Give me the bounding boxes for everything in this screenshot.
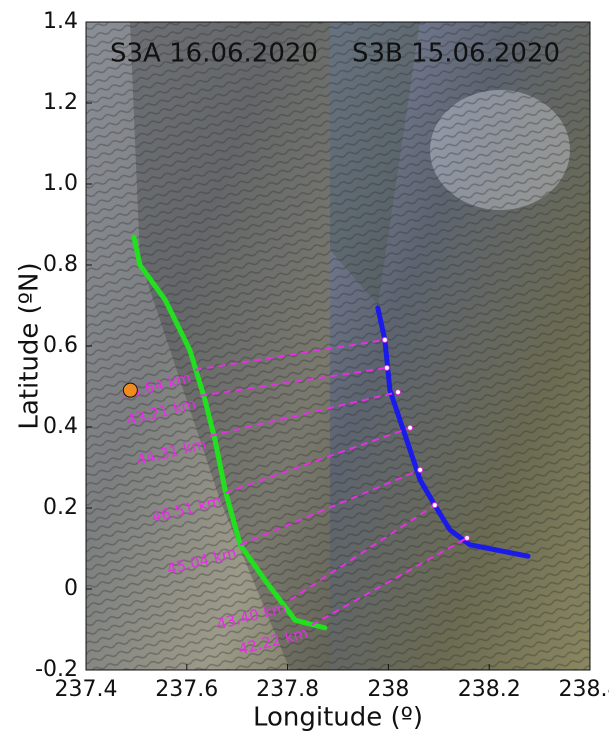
texture xyxy=(86,22,590,670)
y-tick-label: 0.4 xyxy=(43,414,78,439)
y-tick-label: 0.2 xyxy=(43,495,78,520)
y-tick-label: 0 xyxy=(64,576,78,601)
connection-end xyxy=(384,365,389,370)
connection-end xyxy=(382,337,387,342)
y-tick-label: 1.0 xyxy=(43,171,78,196)
y-axis-title: Latitude (ºN) xyxy=(15,262,45,429)
y-tick-label: 1.2 xyxy=(43,90,78,115)
x-tick-label: 237.6 xyxy=(155,677,218,702)
connection-end xyxy=(408,425,413,430)
y-tick-label: 0.6 xyxy=(43,333,78,358)
x-tick-label: 237.4 xyxy=(55,677,118,702)
chart: S3A 16.06.2020 S3B 15.06.2020 Longitude … xyxy=(0,0,609,732)
connection-end xyxy=(395,390,400,395)
annotation: S3B 15.06.2020 xyxy=(352,39,560,69)
connection-end xyxy=(465,535,470,540)
connection-end xyxy=(432,503,437,508)
location-marker xyxy=(123,383,137,397)
x-tick-label: 237.8 xyxy=(256,677,319,702)
y-tick-label: 0.8 xyxy=(43,252,78,277)
y-tick-label: 1.4 xyxy=(43,9,78,34)
x-axis-title: Longitude (º) xyxy=(253,703,423,732)
annotation: S3A 16.06.2020 xyxy=(110,39,318,69)
x-tick-label: 238 xyxy=(367,677,409,702)
x-tick-label: 238.4 xyxy=(559,677,609,702)
x-tick-label: 238.2 xyxy=(458,677,521,702)
connection-end xyxy=(418,467,423,472)
